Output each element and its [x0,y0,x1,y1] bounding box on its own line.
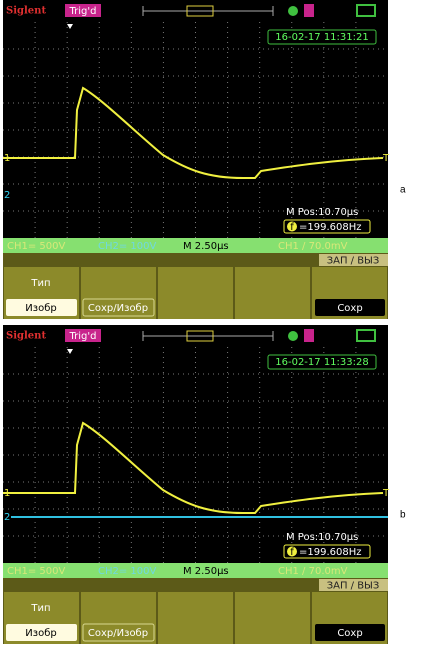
menu-type-value: Изобр [25,303,56,314]
m-pos: M Pos:10.70μs [286,532,358,543]
usb-icon [288,6,298,16]
menu-button[interactable] [158,267,233,319]
ch2-marker: 2 [4,512,10,523]
menu-save: Сохр [337,628,362,639]
timestamp: 16-02-17 11:33:28 [275,357,368,368]
status-ch2: CH2= 100V [98,566,157,577]
scope-panel: Siglent Trig'd 16-02-17 11:33:28 1 T 2 M Pos:1… [3,325,390,644]
menu-save-image: Сохр/Изобр [88,303,148,314]
trigger-state: Trig'd [69,331,97,342]
status-ch1: CH1= 500V [7,566,66,577]
menu-button[interactable] [235,267,310,319]
panel-label: a [400,185,406,196]
status-ch1: CH1= 500V [7,241,66,252]
trigger-level-marker: T [382,488,390,499]
status-timebase: M 2.50μs [183,566,229,577]
printer-icon [304,4,314,17]
figure: Siglent Trig'd 16-02-17 11:31:21 1 T 2 M Pos:1… [0,0,430,645]
ch1-marker: 1 [4,488,10,499]
menu-title: ЗАП / ВЫЗ [327,256,380,267]
status-trigger: CH1 / 70.0mV [278,566,348,577]
trigger-state: Trig'd [69,6,97,17]
ch1-marker: 1 [4,153,10,164]
printer-icon [304,329,314,342]
menu-save-image: Сохр/Изобр [88,628,148,639]
screen [3,347,388,563]
m-pos: M Pos:10.70μs [286,207,358,218]
status-timebase: M 2.50μs [183,241,229,252]
freq-icon: f [290,547,294,558]
timestamp: 16-02-17 11:31:21 [275,32,368,43]
menu-type-label: Тип [30,278,50,289]
menu-title: ЗАП / ВЫЗ [327,581,380,592]
menu-button[interactable] [158,592,233,644]
frequency: =199.608Hz [299,547,362,558]
trigger-level-marker: T [382,153,390,164]
status-trigger: CH1 / 70.0mV [278,241,348,252]
menu-save: Сохр [337,303,362,314]
freq-icon: f [290,222,294,233]
usb-icon [288,331,298,341]
frequency: =199.608Hz [299,222,362,233]
screen [3,22,388,238]
menu-button[interactable] [235,592,310,644]
scope-panel: Siglent Trig'd 16-02-17 11:31:21 1 T 2 M Pos:1… [3,0,390,319]
menu-type-label: Тип [30,603,50,614]
ch2-marker: 2 [4,190,10,201]
panel-label: b [400,510,406,521]
brand: Siglent [6,331,46,342]
status-ch2: CH2= 100V [98,241,157,252]
menu-type-value: Изобр [25,628,56,639]
brand: Siglent [6,6,46,17]
